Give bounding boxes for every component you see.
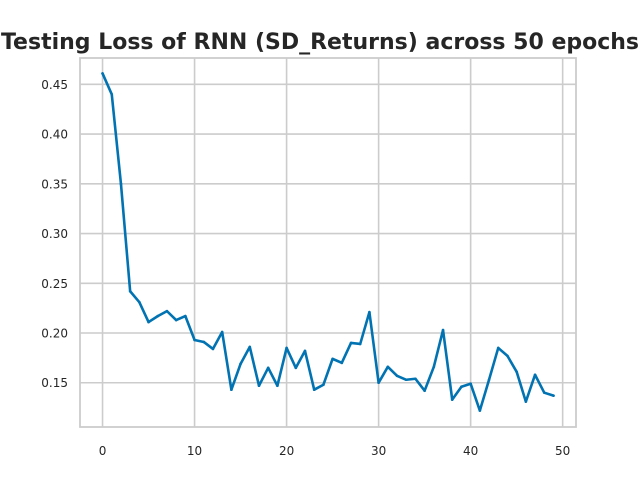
data-point: [184, 314, 187, 318]
data-point: [294, 366, 298, 370]
x-tick-label: 10: [187, 444, 202, 458]
data-point: [266, 366, 270, 370]
data-point: [358, 342, 362, 346]
y-tick-label: 0.40: [41, 128, 68, 142]
data-point: [386, 365, 390, 369]
data-point: [193, 338, 196, 342]
y-tick-labels: 0.15 0.20 0.25 0.30 0.35 0.40 0.45: [41, 78, 68, 390]
data-point: [110, 93, 114, 96]
data-point: [368, 310, 371, 314]
x-tick-label: 0: [99, 444, 107, 458]
data-point: [404, 378, 408, 382]
data-point: [524, 400, 528, 403]
data-point: [101, 72, 104, 75]
data-point: [432, 365, 436, 369]
data-point: [220, 330, 224, 334]
data-point: [248, 345, 252, 349]
data-point: [119, 182, 123, 186]
x-tick-label: 40: [463, 444, 478, 458]
series-layer: [101, 72, 555, 412]
chart-title: Testing Loss of RNN (SD_Returns) across …: [1, 30, 639, 55]
data-point: [156, 314, 160, 318]
data-point: [414, 377, 417, 381]
x-tick-labels: 0 10 20 30 40 50: [99, 444, 571, 458]
plot-frame: [79, 57, 577, 428]
data-point: [377, 381, 380, 385]
data-point: [469, 382, 472, 386]
data-point: [395, 374, 399, 378]
data-point: [239, 362, 242, 366]
y-tick-label: 0.30: [41, 227, 68, 241]
x-tick-label: 20: [279, 444, 294, 458]
data-point: [174, 318, 178, 322]
data-point: [478, 409, 482, 412]
data-point: [450, 398, 454, 401]
data-point: [312, 388, 316, 392]
data-point: [202, 340, 206, 344]
y-tick-label: 0.25: [41, 277, 68, 291]
data-point: [276, 384, 279, 388]
data-point: [533, 373, 537, 377]
data-point: [460, 385, 463, 389]
data-point: [285, 346, 288, 350]
data-point: [211, 347, 215, 351]
data-point: [303, 349, 307, 353]
data-point: [230, 388, 233, 392]
data-point: [515, 370, 518, 374]
data-point: [147, 320, 150, 324]
data-point: [322, 383, 325, 387]
data-point: [496, 346, 500, 350]
data-point: [257, 384, 261, 388]
data-point: [349, 341, 353, 345]
y-tick-label: 0.35: [41, 177, 68, 191]
x-tick-label: 50: [555, 444, 570, 458]
data-point: [506, 354, 509, 358]
data-point: [138, 300, 141, 304]
series-line: [101, 72, 555, 412]
data-point: [487, 378, 491, 382]
data-point: [340, 361, 344, 365]
y-tick-label: 0.15: [41, 376, 68, 390]
data-point: [552, 394, 555, 397]
data-point: [128, 289, 132, 293]
data-point: [441, 328, 445, 332]
y-gridlines: [80, 83, 576, 384]
data-point: [331, 357, 334, 361]
x-gridlines: [101, 58, 564, 427]
data-point: [423, 389, 426, 392]
data-point: [542, 391, 546, 394]
y-tick-label: 0.45: [41, 78, 68, 92]
y-tick-label: 0.20: [41, 327, 68, 341]
x-tick-label: 30: [371, 444, 386, 458]
data-point: [165, 309, 169, 313]
